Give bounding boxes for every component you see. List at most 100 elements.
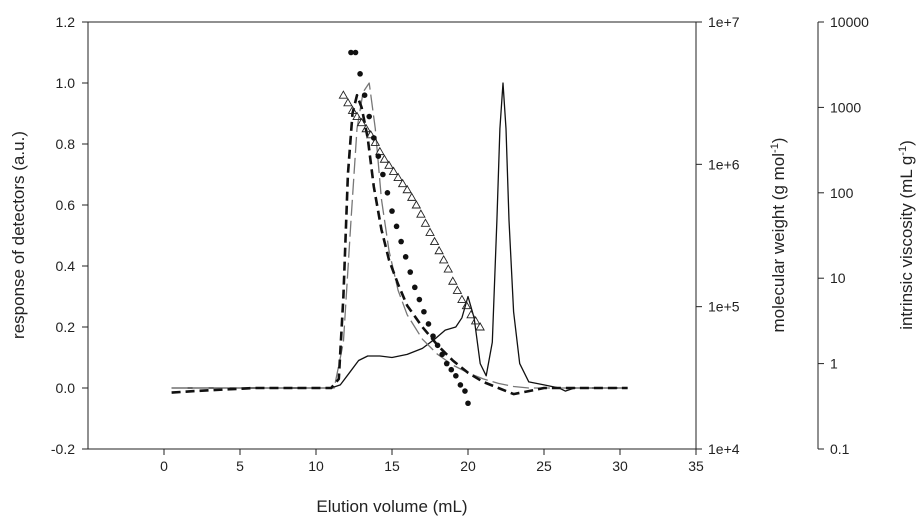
circle-point bbox=[421, 308, 427, 315]
triangle-point bbox=[411, 200, 422, 209]
triangle-point bbox=[352, 111, 362, 121]
circle-point bbox=[393, 223, 400, 230]
triangle-point bbox=[343, 97, 353, 107]
circle-point bbox=[370, 135, 377, 141]
triangle-point bbox=[406, 192, 417, 201]
triangle-point bbox=[384, 160, 394, 169]
mw-axis-title-main: molecular weight (g mol bbox=[769, 153, 788, 333]
intrinsic-viscosity-axis: 0.1 1 10 100 1000 10000 bbox=[817, 14, 869, 457]
iv-axis-tick-label: 10000 bbox=[830, 14, 869, 30]
triangle-point bbox=[379, 154, 390, 163]
mw-axis-title-end: ) bbox=[769, 138, 788, 144]
triangle-point bbox=[388, 166, 399, 175]
triangle-point bbox=[461, 300, 472, 310]
x-axis-tick-label: 5 bbox=[236, 458, 244, 474]
triangle-point bbox=[448, 276, 458, 285]
triangle-point bbox=[416, 209, 426, 218]
triangle-point bbox=[438, 254, 449, 264]
triangle-point bbox=[361, 123, 371, 133]
left-axis-tick-label: 0.2 bbox=[56, 319, 76, 335]
left-axis-tick-label: 0.6 bbox=[56, 197, 76, 213]
circle-point bbox=[416, 296, 423, 303]
circle-point bbox=[398, 238, 404, 245]
x-axis-tick-label: 25 bbox=[536, 458, 552, 474]
series-line-1 bbox=[171, 82, 628, 389]
circle-point bbox=[380, 171, 386, 178]
triangle-point bbox=[365, 129, 376, 139]
left-axis-tick-label: 0.8 bbox=[56, 136, 76, 152]
triangle-point bbox=[393, 172, 403, 182]
iv-axis-title-main: intrinsic viscosity (mL g bbox=[897, 156, 916, 330]
circle-point bbox=[348, 49, 354, 56]
x-axis-tick-label: 10 bbox=[308, 458, 324, 474]
triangle-point bbox=[475, 322, 485, 331]
iv-axis-tick-label: 1000 bbox=[830, 99, 861, 115]
triangle-point bbox=[470, 315, 481, 325]
left-axis: -0.2 0.0 0.2 0.4 0.6 0.8 1.0 1.2 bbox=[51, 14, 88, 457]
iv-axis-title-sup: -1 bbox=[897, 146, 909, 156]
circle-point bbox=[407, 269, 414, 275]
circle-point bbox=[443, 360, 450, 367]
circle-point bbox=[366, 113, 373, 120]
circle-point bbox=[357, 71, 363, 77]
circle-point bbox=[384, 190, 391, 196]
triangle-point bbox=[356, 117, 367, 127]
molecular-weight-axis: 1e+4 1e+5 1e+6 1e+7 bbox=[696, 14, 740, 457]
iv-axis-title-end: ) bbox=[897, 140, 916, 146]
left-axis-title: response of detectors (a.u.) bbox=[9, 131, 28, 339]
circle-point bbox=[361, 92, 368, 98]
x-axis: 0 5 10 15 20 25 30 35 bbox=[160, 449, 704, 474]
mw-axis-tick-label: 1e+4 bbox=[708, 441, 740, 457]
triangle-point bbox=[452, 285, 463, 294]
plot-area-border bbox=[87, 21, 697, 450]
iv-axis-tick-label: 100 bbox=[830, 185, 854, 201]
triangle-point bbox=[397, 178, 408, 188]
circle-point bbox=[425, 321, 432, 327]
triangle-point bbox=[338, 90, 349, 99]
triangle-point bbox=[466, 309, 476, 319]
triangle-point bbox=[443, 264, 454, 273]
left-axis-tick-label: -0.2 bbox=[51, 441, 75, 457]
mw-axis-tick-label: 1e+5 bbox=[708, 299, 740, 315]
x-axis-tick-label: 15 bbox=[384, 458, 400, 474]
mw-axis-tick-label: 1e+7 bbox=[708, 14, 740, 30]
x-axis-tick-label: 0 bbox=[160, 458, 168, 474]
triangle-point bbox=[425, 227, 435, 236]
left-axis-tick-label: 0.4 bbox=[56, 258, 76, 274]
series-line-2 bbox=[171, 93, 628, 396]
x-axis-tick-label: 20 bbox=[460, 458, 476, 474]
x-axis-tick-label: 35 bbox=[688, 458, 704, 474]
triangle-point bbox=[370, 137, 381, 146]
circle-point bbox=[453, 373, 459, 379]
series-line-0 bbox=[171, 82, 628, 392]
iv-axis-tick-label: 10 bbox=[830, 270, 846, 286]
left-axis-tick-label: 0.0 bbox=[56, 380, 76, 396]
triangle-point bbox=[457, 294, 467, 303]
circle-point bbox=[434, 342, 441, 349]
plot-frame bbox=[87, 21, 697, 450]
left-axis-tick-label: 1.2 bbox=[56, 14, 76, 30]
iv-axis-tick-label: 0.1 bbox=[830, 441, 850, 457]
mw-axis-title: molecular weight (g mol-1) bbox=[769, 138, 788, 333]
triangle-point bbox=[347, 105, 358, 114]
mw-axis-tick-label: 1e+6 bbox=[708, 156, 740, 172]
mw-axis-title-sup: -1 bbox=[769, 143, 781, 153]
series-layer bbox=[171, 49, 628, 407]
triangle-point bbox=[420, 218, 431, 227]
circle-point bbox=[439, 351, 445, 358]
iv-axis-tick-label: 1 bbox=[830, 356, 838, 372]
circle-point bbox=[448, 366, 455, 373]
circle-point bbox=[462, 388, 468, 394]
circle-point bbox=[430, 333, 436, 339]
circle-point bbox=[412, 284, 418, 291]
x-axis-title: Elution volume (mL) bbox=[316, 497, 467, 516]
circle-point bbox=[402, 254, 409, 260]
x-axis-tick-label: 30 bbox=[612, 458, 628, 474]
triangle-point bbox=[429, 236, 440, 246]
triangle-point bbox=[402, 184, 412, 194]
iv-axis-title: intrinsic viscosity (mL g-1) bbox=[897, 140, 916, 330]
circle-point bbox=[375, 153, 382, 159]
circle-point bbox=[465, 400, 471, 407]
left-axis-tick-label: 1.0 bbox=[56, 75, 76, 91]
